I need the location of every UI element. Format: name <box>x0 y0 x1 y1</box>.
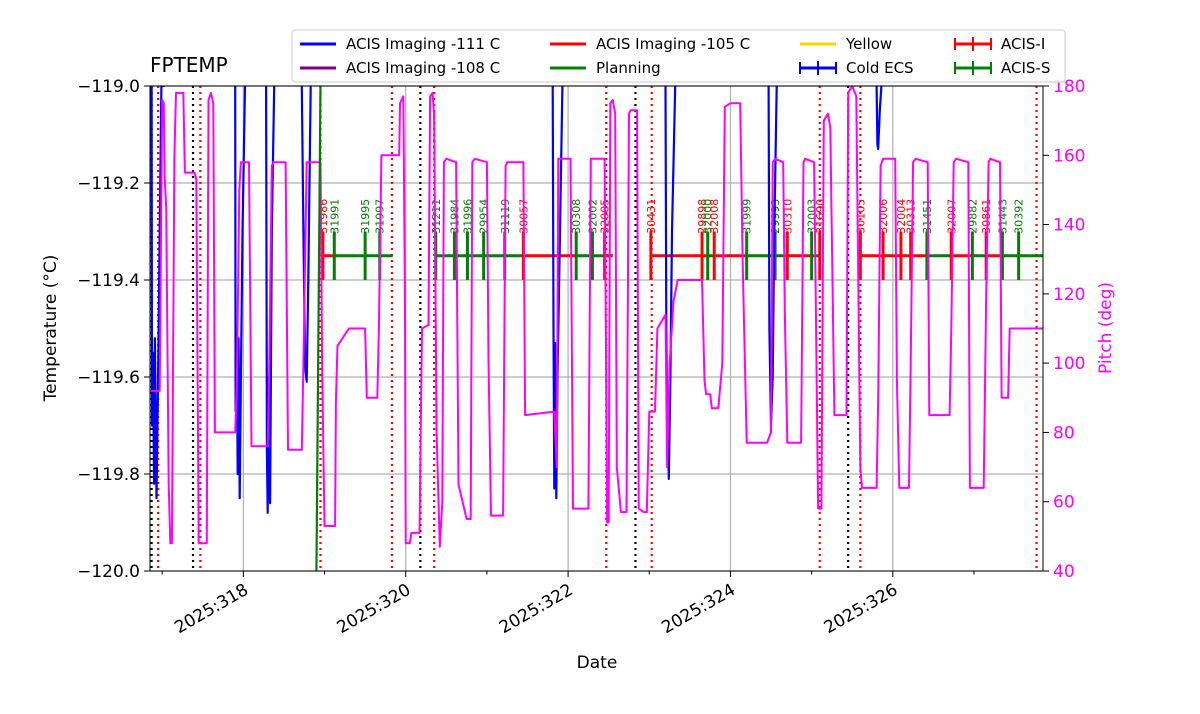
obsid-label: 30308 <box>570 199 583 234</box>
y-axis-temperature: −120.0 −119.8 −119.6 −119.4 −119.2 −119.0 <box>77 77 150 582</box>
y-tick-label: −119.6 <box>77 368 140 388</box>
series-pitch-line <box>150 86 1043 548</box>
y-tick-label: −119.8 <box>77 465 140 485</box>
series-fptemp-line <box>150 86 883 514</box>
legend-label: Planning <box>596 59 661 77</box>
y2-tick-label: 140 <box>1053 216 1085 236</box>
y-tick-label: −120.0 <box>77 562 140 582</box>
chart-title: FPTEMP <box>150 53 228 77</box>
y2-tick-label: 60 <box>1053 493 1075 513</box>
legend-label: ACIS-I <box>1001 35 1045 53</box>
obsid-label: 31991 <box>328 199 341 234</box>
y-tick-label: −119.0 <box>77 77 140 97</box>
obsid-label: 32002 <box>586 199 599 234</box>
legend: ACIS Imaging -111 C ACIS Imaging -108 C AC… <box>291 29 1066 83</box>
obsid-label: 32007 <box>945 199 958 234</box>
obsid-label: 32000 <box>702 199 715 234</box>
obsid-label: 31995 <box>359 199 372 234</box>
obsid-label: 31999 <box>741 199 754 234</box>
obsid-label: 29898 <box>696 199 709 234</box>
y2-tick-label: 80 <box>1053 423 1075 443</box>
data-series <box>150 86 1043 571</box>
y-tick-label: −119.4 <box>77 271 140 291</box>
obsid-label: 30105 <box>854 199 867 234</box>
obsid-label: 31443 <box>996 199 1009 234</box>
obsid-label: 30313 <box>905 199 918 234</box>
y2-tick-label: 40 <box>1053 562 1075 582</box>
y2-tick-label: 100 <box>1053 354 1085 374</box>
y2-axis-label: Pitch (deg) <box>1096 282 1116 374</box>
legend-label: Cold ECS <box>846 59 914 77</box>
planning-line <box>315 86 322 571</box>
obsid-label: 31211 <box>430 199 443 234</box>
y2-tick-label: 120 <box>1053 285 1085 305</box>
obsid-label: 32008 <box>708 199 721 234</box>
x-axis-label: Date <box>577 653 618 673</box>
obsid-label: 31984 <box>448 199 461 234</box>
legend-label: ACIS Imaging -111 C <box>346 35 500 53</box>
y-tick-label: −119.2 <box>77 174 140 194</box>
y2-tick-label: 160 <box>1053 146 1085 166</box>
plot-frame <box>149 85 1044 572</box>
y-axis-label: Temperature (°C) <box>41 255 61 403</box>
obsid-label: 29882 <box>966 199 979 234</box>
legend-label: ACIS Imaging -105 C <box>596 35 750 53</box>
legend-frame <box>291 29 1066 83</box>
legend-label: ACIS Imaging -108 C <box>346 59 500 77</box>
obsid-label: 30392 <box>1013 199 1026 234</box>
legend-label: ACIS-S <box>1001 59 1050 77</box>
obsid-label: 30431 <box>645 199 658 234</box>
obsid-label: 32004 <box>895 199 908 234</box>
legend-label: Yellow <box>845 35 892 53</box>
obsid-label: 29954 <box>478 199 491 234</box>
